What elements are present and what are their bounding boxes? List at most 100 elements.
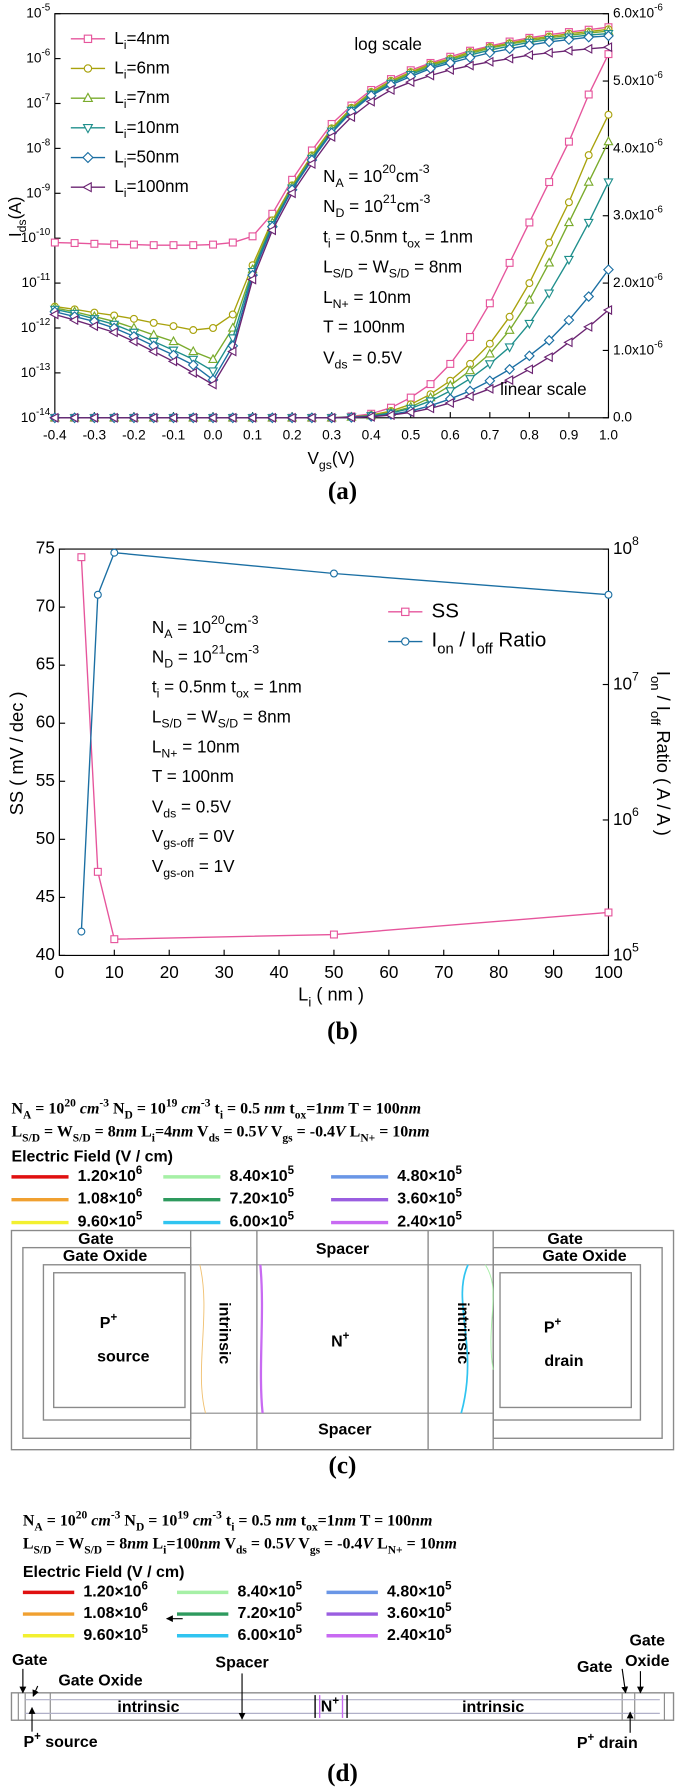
data-point [525, 218, 534, 227]
data-point [246, 274, 257, 285]
y-axis-label-part: (A) [6, 197, 25, 220]
header-line: LS/D = WS/D = 8nm Li=100nm Vds = 0.5V Vg… [23, 1535, 457, 1556]
legend-label-part: 4.80×10 [387, 1584, 445, 1601]
x-tick-label: 60 [379, 963, 398, 982]
y2-tick-label-part: 2.0x10 [613, 275, 654, 290]
x-tick-label: 0.6 [441, 428, 460, 443]
data-point [544, 257, 555, 267]
header-line-sub: ds [236, 1544, 247, 1556]
arrow [32, 1685, 39, 1697]
field-contour [460, 1264, 469, 1414]
data-point [603, 264, 614, 276]
header-line-i: cm [80, 1100, 100, 1117]
legend-label-sup: 5 [296, 1624, 303, 1636]
region-label: P+ [100, 1312, 118, 1332]
arrow [621, 1668, 629, 1694]
region-label-part: P [23, 1734, 34, 1751]
x-tick-label: 1.0 [599, 428, 618, 443]
legend-label-part: L [114, 28, 124, 47]
annotation-sub: gs-on [163, 866, 194, 880]
header-line-part: =1 [318, 1512, 335, 1529]
y-tick-label: 10-12 [21, 317, 50, 335]
y-tick-label: 10-6 [26, 48, 51, 65]
data-point [583, 218, 594, 229]
data-point [345, 111, 356, 123]
header-line-i: nm [436, 1535, 457, 1552]
legend-label-sup: 5 [445, 1624, 452, 1636]
region-label: Gate [78, 1231, 114, 1248]
annotation-sub: N+ [333, 297, 349, 311]
data-point [169, 322, 178, 331]
annotation-sub: D [335, 206, 344, 220]
y-tick-label: 55 [36, 771, 55, 790]
legend-label-part: =50nm [126, 147, 179, 166]
legend-label: Li=10nm [114, 117, 179, 141]
data-point [603, 178, 614, 188]
data-point [604, 50, 613, 59]
annotation-sub: A [164, 627, 173, 641]
header-line-sup: -3 [111, 1509, 121, 1521]
header-line-sub: A [23, 1109, 32, 1121]
x-tick-label: 0 [55, 963, 65, 982]
annotation-part: cm [396, 166, 419, 185]
legend-marker [82, 123, 94, 134]
legend-label-part: 9.60×10 [78, 1214, 136, 1231]
annotation: ti = 0.5nm tox = 1nm [323, 227, 473, 251]
annotation-part: = 0.5nm t [159, 677, 236, 696]
legend-label-part: 1.20×10 [78, 1168, 136, 1185]
legend-label-part: 2.40×10 [397, 1214, 455, 1231]
region-label-part: P [577, 1735, 588, 1752]
header-line-part: = W [40, 1123, 73, 1140]
annotation-part: V [152, 797, 164, 816]
annotation-part: = 1nm [420, 227, 473, 246]
x-axis-label-part: (V) [332, 448, 355, 467]
annotation-sup: -3 [419, 192, 430, 206]
legend-title: Electric Field (V / cm) [23, 1564, 185, 1581]
data-point [563, 337, 573, 348]
data-point [426, 380, 435, 389]
header-line-part: =100 [166, 1535, 199, 1552]
header-line-i: nm [323, 1100, 344, 1117]
region-label: N+ [321, 1696, 340, 1716]
data-point [129, 240, 138, 249]
legend-label-sup: 5 [142, 1624, 149, 1636]
data-point [424, 70, 435, 81]
device-region [492, 1264, 642, 1421]
annotation: Vds = 0.5V [152, 797, 232, 821]
header-line-i: nm [335, 1512, 356, 1529]
region-label: Spacer [318, 1422, 371, 1439]
region-label: Gate [12, 1652, 48, 1669]
data-point [286, 412, 296, 423]
legend-label: 6.00×105 [229, 1211, 294, 1231]
annotation: LN+ = 10nm [323, 287, 411, 311]
region-label-part: N [331, 1334, 343, 1351]
header-line-part: V [295, 1535, 311, 1552]
y-tick-label: 50 [36, 829, 55, 848]
region-label-sup: + [332, 1696, 339, 1708]
legend-label-sup: 5 [445, 1580, 452, 1592]
annotation-sub: N+ [161, 747, 177, 761]
data-point [68, 315, 79, 326]
annotation: ND = 1021cm-3 [323, 192, 430, 220]
x-tick-label: 0.1 [243, 428, 262, 443]
legend-label-sup: 5 [455, 1165, 462, 1177]
header-line-part: = 8 [102, 1535, 127, 1552]
legend-label: SS [432, 599, 459, 622]
y-tick-label-sup: -14 [36, 407, 51, 418]
region-label-part: P [100, 1315, 111, 1332]
header-line-part: t [211, 1100, 221, 1117]
y-tick-label: 10-10 [21, 227, 51, 245]
data-point [207, 367, 219, 377]
header-line-part: = 10 [31, 1100, 64, 1117]
y2-tick-label-sup: 5 [632, 941, 639, 955]
annotation-sub: S/D [218, 717, 239, 731]
legend-marker [83, 34, 93, 44]
data-point [129, 314, 138, 323]
header-line-i: cm [181, 1100, 201, 1117]
header-line-i: nm [275, 1512, 296, 1529]
legend-label-part: 7.20×10 [237, 1605, 295, 1622]
annotation-part: = 1V [194, 857, 235, 876]
y-tick-label: 10-7 [26, 93, 50, 111]
header-line-i: nm [199, 1535, 220, 1552]
header-line-sub: i [231, 1521, 235, 1533]
